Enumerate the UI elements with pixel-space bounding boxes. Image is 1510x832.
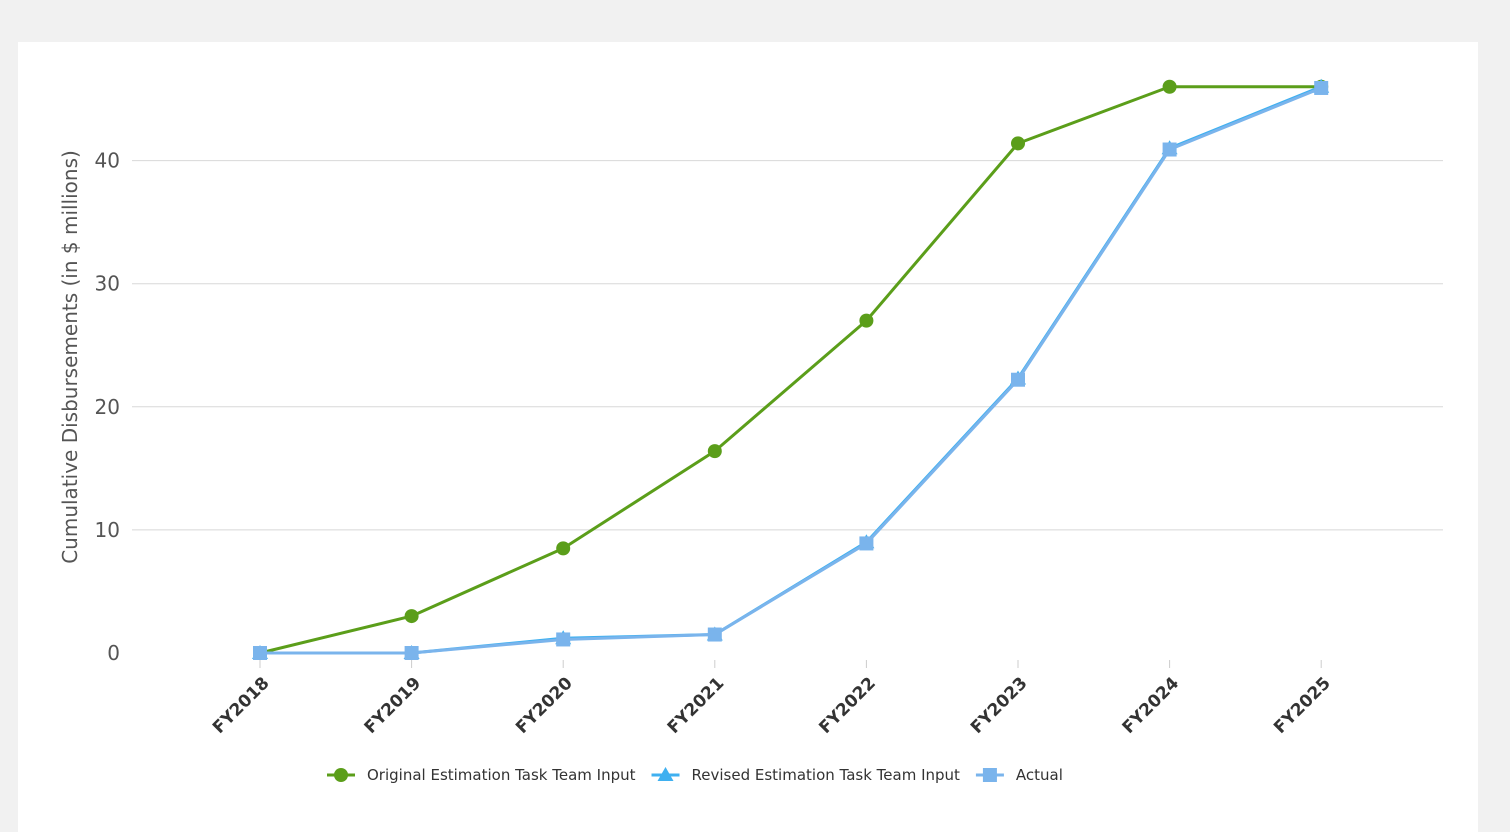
legend-item: Revised Estimation Task Team Input xyxy=(651,766,961,784)
grid-lines xyxy=(132,160,1443,531)
legend-label: Actual xyxy=(1016,766,1063,784)
series-circle xyxy=(253,79,1329,660)
x-tick-label: FY2023 xyxy=(967,673,1032,738)
data-point xyxy=(1314,80,1329,95)
y-tick-label: 30 xyxy=(95,272,120,296)
series-square xyxy=(253,80,1329,660)
series-line xyxy=(260,86,1322,655)
legend-item: Original Estimation Task Team Input xyxy=(327,766,636,784)
legend-marker xyxy=(334,768,348,782)
series-group xyxy=(252,78,1330,660)
x-axis-ticks: FY2018 FY2019 FY2020 FY2021 FY2022 FY2023 FY20… xyxy=(209,660,1335,738)
legend-marker xyxy=(657,767,674,781)
legend-label: Original Estimation Task Team Input xyxy=(367,766,636,784)
chart-panel xyxy=(18,42,1478,832)
data-point xyxy=(707,627,722,642)
data-point xyxy=(556,632,571,647)
y-tick-label: 10 xyxy=(95,518,120,542)
legend-label: Revised Estimation Task Team Input xyxy=(692,766,961,784)
data-point xyxy=(859,313,874,328)
data-point xyxy=(1162,142,1177,157)
data-point xyxy=(404,609,419,624)
data-point xyxy=(1011,372,1025,387)
series-line xyxy=(260,85,1322,655)
data-point xyxy=(253,646,267,660)
x-tick-label: FY2021 xyxy=(664,673,729,738)
y-tick-label: 0 xyxy=(107,641,120,665)
series-line xyxy=(259,85,1322,655)
legend-item: Actual xyxy=(975,766,1063,784)
data-point xyxy=(1011,136,1025,151)
y-tick-label: 40 xyxy=(95,149,120,173)
x-tick-label: FY2018 xyxy=(209,673,274,738)
x-tick-label: FY2020 xyxy=(512,673,577,738)
data-point xyxy=(1162,79,1177,94)
x-tick-label: FY2025 xyxy=(1270,673,1335,738)
y-axis-ticks: 0 10 20 30 40 xyxy=(95,149,120,665)
x-tick-label: FY2022 xyxy=(815,673,880,738)
series-triangle xyxy=(252,78,1330,659)
data-point xyxy=(707,444,722,459)
x-tick-label: FY2019 xyxy=(361,673,426,738)
data-point xyxy=(556,541,571,556)
y-axis-title: Cumulative Disbursements (in $ millions) xyxy=(58,150,82,564)
legend: Original Estimation Task Team Input Revis… xyxy=(327,766,1063,784)
data-point xyxy=(859,536,874,551)
legend-marker xyxy=(982,768,997,782)
y-tick-label: 20 xyxy=(95,395,120,419)
data-point xyxy=(404,646,419,660)
x-tick-label: FY2024 xyxy=(1119,673,1184,738)
